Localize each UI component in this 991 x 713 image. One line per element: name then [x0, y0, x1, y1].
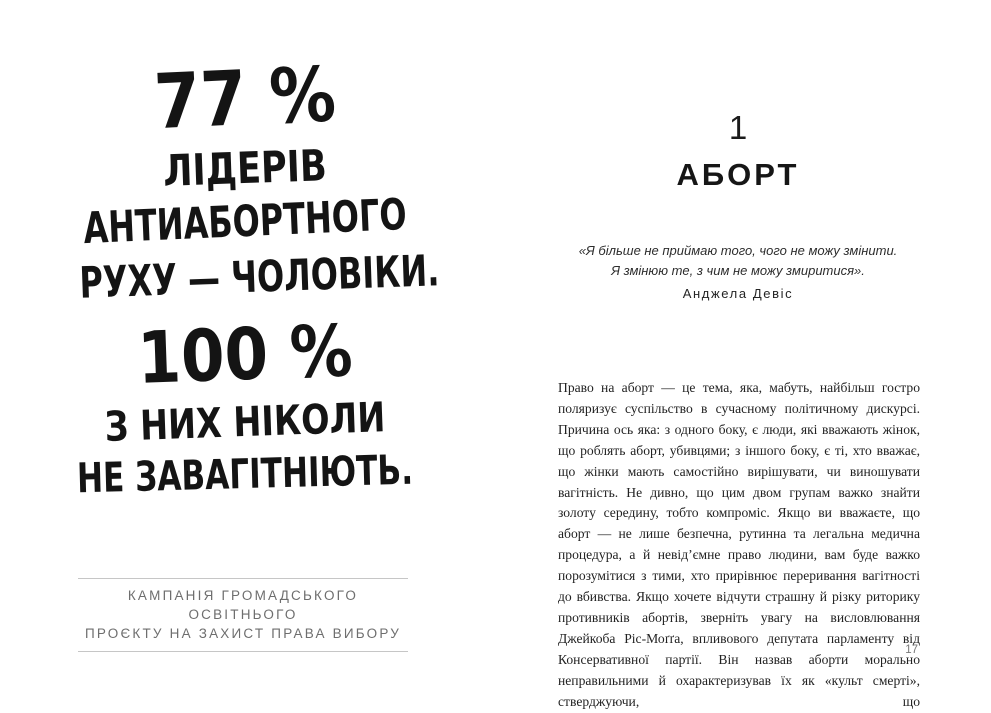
headline-line-get-pregnant: НЕ ЗАВАГІТНІЮТЬ. — [76, 445, 414, 503]
caption-line-1: КАМПАНІЯ ГРОМАДСЬКОГО ОСВІТНЬОГО — [127, 588, 359, 622]
page-number: 17 — [905, 644, 918, 656]
epigraph-author: Анджела Девіс — [682, 286, 794, 301]
campaign-caption: КАМПАНІЯ ГРОМАДСЬКОГО ОСВІТНЬОГО ПРОЄКТУ… — [78, 578, 408, 652]
chapter-number: 1 — [728, 109, 748, 146]
body-paragraph: Право на аборт — це тема, яка, мабуть, н… — [558, 380, 920, 709]
epigraph-line-1: «Я більше не приймаю того, чого не можу … — [578, 243, 898, 258]
left-page: 77 % ЛІДЕРІВ АНТИАБОРТНОГО РУХУ — ЧОЛОВІ… — [0, 0, 495, 683]
statistic-headline: 77 % ЛІДЕРІВ АНТИАБОРТНОГО РУХУ — ЧОЛОВІ… — [38, 50, 452, 502]
epigraph-quote: «Я більше не приймаю того, чого не можу … — [538, 241, 938, 280]
headline-line-percent-77: 77 % — [152, 49, 338, 147]
chapter-title: АБОРТ — [676, 157, 800, 192]
headline-line-percent-100: 100 % — [136, 310, 354, 401]
epigraph-line-2: Я змінюю те, з чим не можу змиритися». — [611, 262, 865, 278]
headline-line-antiabortion: АНТИАБОРТНОГО — [82, 190, 408, 254]
right-page: 1 АБОРТ «Я більше не приймаю того, чого … — [495, 0, 991, 709]
headline-line-movement-men: РУХУ — ЧОЛОВІКИ. — [78, 246, 441, 309]
caption-line-2: ПРОЄКТУ НА ЗАХИСТ ПРАВА ВИБОРУ — [84, 626, 402, 641]
headline-line-of-them-never: З НИХ НІКОЛИ — [103, 393, 387, 451]
